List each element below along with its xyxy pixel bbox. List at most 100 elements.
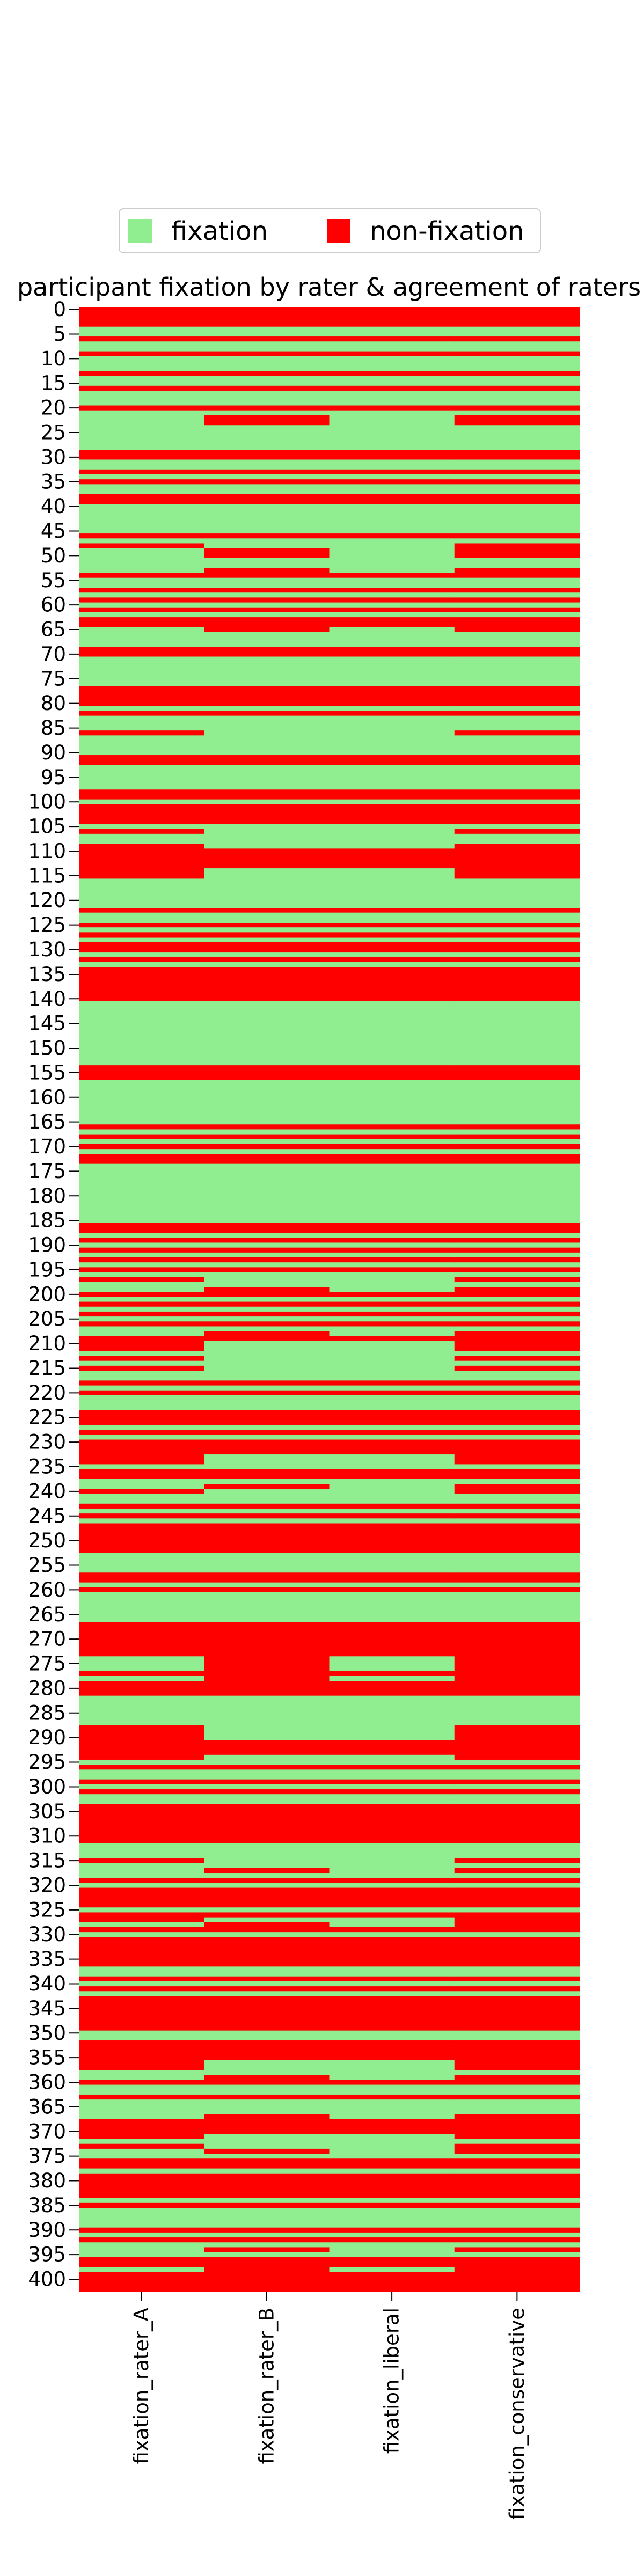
heatmap-cell [204,1371,330,1376]
heatmap-cell [204,883,330,889]
heatmap-cell [204,686,330,692]
heatmap-cell [454,2119,580,2125]
heatmap-cell [329,528,455,534]
heatmap-cell [329,533,455,539]
heatmap-cell [79,312,204,317]
y-tick-label: 300 [28,1775,66,1798]
heatmap-cell [329,1360,455,1366]
heatmap-cell [329,927,455,933]
heatmap-cell [204,730,330,736]
heatmap-cell [329,484,455,490]
heatmap-cell [329,2198,455,2204]
heatmap-cell [79,592,204,598]
y-tick-label: 190 [28,1234,66,1257]
heatmap-cell [454,2129,580,2134]
heatmap-cell [79,1902,204,1908]
heatmap-cell [79,725,204,731]
heatmap-cell [329,848,455,854]
heatmap-cell [454,691,580,697]
heatmap-cell [454,863,580,869]
heatmap-cell [204,1036,330,1041]
heatmap-cell [329,469,455,475]
heatmap-cell [454,1784,580,1790]
heatmap-cell [329,2065,455,2070]
heatmap-cell [204,1838,330,1844]
heatmap-cell [79,1424,204,1430]
heatmap-cell [329,1435,455,1440]
y-tick-label: 155 [28,1061,66,1084]
heatmap-cell [454,1257,580,1263]
heatmap-cell [329,2030,455,2036]
heatmap-cell [79,1631,204,1637]
heatmap-cell [329,1346,455,1351]
heatmap-cell [79,2040,204,2046]
heatmap-cell [204,1582,330,1588]
heatmap-cell [204,1124,330,1130]
heatmap-cell [454,2030,580,2036]
heatmap-cell [329,1858,455,1864]
heatmap-cell [79,1050,204,1056]
heatmap-cell [329,696,455,701]
heatmap-cell [454,2262,580,2267]
y-tick-label: 220 [28,1381,66,1404]
heatmap-cell [79,1233,204,1238]
heatmap-cell [204,1346,330,1351]
heatmap-cell [79,400,204,406]
heatmap-cell [204,1607,330,1613]
heatmap-cell [79,1336,204,1342]
heatmap-cell [79,464,204,470]
heatmap-cell [329,1976,455,1982]
heatmap-cell [329,1607,455,1613]
heatmap-cell [204,356,330,362]
heatmap-cell [454,627,580,633]
heatmap-cell [204,2158,330,2164]
heatmap-cell [79,898,204,903]
heatmap-cell [79,976,204,982]
heatmap-cell [204,804,330,810]
heatmap-cell [204,1085,330,1091]
heatmap-cell [204,715,330,721]
heatmap-cell [329,1656,455,1662]
heatmap-cell [204,839,330,844]
heatmap-cell [454,1868,580,1874]
heatmap-cell [329,450,455,455]
heatmap-cell [454,1149,580,1154]
heatmap-cell [329,400,455,406]
heatmap-cell [204,504,330,509]
heatmap-cell [204,971,330,977]
heatmap-cell [329,2252,455,2258]
heatmap-cell [79,1356,204,1362]
heatmap-cell [79,1932,204,1937]
heatmap-cell [329,760,455,765]
heatmap-cell [204,750,330,756]
heatmap-cell [204,1789,330,1795]
heatmap-cell [204,1774,330,1780]
heatmap-cell [204,1277,330,1283]
heatmap-cell [329,2124,455,2129]
heatmap-cell [204,2242,330,2248]
heatmap-cell [79,2213,204,2218]
heatmap-cell [329,568,455,574]
heatmap-cell [79,1282,204,1287]
heatmap-cell [454,1498,580,1504]
heatmap-cell [329,1828,455,1834]
heatmap-cell [204,2218,330,2223]
heatmap-cell [454,2213,580,2218]
heatmap-cell [204,923,330,928]
heatmap-cell [204,1311,330,1317]
heatmap-cell [204,1942,330,1948]
heatmap-cell [329,1011,455,1016]
heatmap-cell [454,1385,580,1391]
heatmap-cell [79,1154,204,1160]
heatmap-cell [204,1134,330,1140]
heatmap-cell [79,1183,204,1189]
heatmap-cell [204,1454,330,1460]
heatmap-cell [454,1292,580,1298]
heatmap-cell [329,2202,455,2208]
heatmap-cell [329,1873,455,1878]
heatmap-cell [204,1336,330,1342]
heatmap-cell [454,430,580,436]
heatmap-cell [454,563,580,568]
heatmap-cell [454,1750,580,1755]
heatmap-cell [329,725,455,731]
